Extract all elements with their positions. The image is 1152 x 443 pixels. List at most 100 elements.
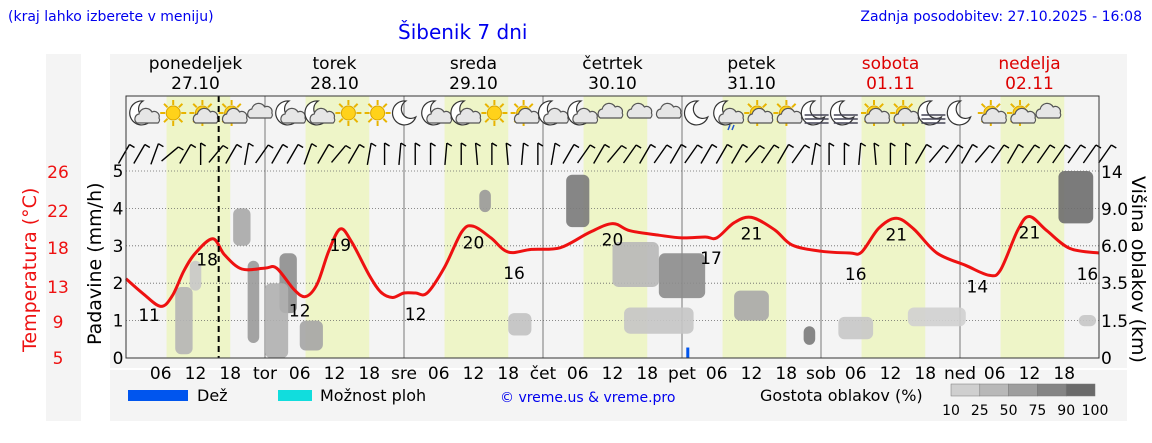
- sun-cloud-icon: [773, 100, 803, 126]
- moon-drizzle-icon: [713, 100, 745, 131]
- day-name: torek: [313, 54, 357, 74]
- wind-barb-icon: [791, 144, 811, 164]
- wind-barb-icon: [562, 143, 580, 164]
- region-hint[interactable]: (kraj lahko izberete v meniju): [8, 9, 214, 25]
- day-date: 30.10: [588, 74, 637, 94]
- moon-icon: [391, 100, 417, 126]
- hour-tick-label: 18: [1053, 364, 1075, 384]
- day-name: nedelja: [998, 54, 1060, 74]
- wind-barb-icon: [1098, 144, 1117, 164]
- temperature-value-label: 14: [967, 277, 989, 297]
- wind-barb-icon: [225, 143, 243, 164]
- sun-icon: [160, 100, 187, 126]
- cloud-height-tick-label: 9.0: [1101, 200, 1128, 220]
- wind-barb-icon: [990, 144, 1010, 164]
- temperature-tick-label: 9: [53, 313, 64, 333]
- wind-barb-icon: [760, 144, 780, 164]
- wind-barb-icon: [828, 142, 835, 165]
- hour-tick-label: čet: [530, 364, 557, 384]
- cloud-cell: [838, 316, 874, 340]
- left-axis-panel: [46, 54, 81, 421]
- precip-tick-label: 3: [113, 237, 124, 257]
- wind-barb-icon: [460, 142, 467, 165]
- wind-barb-icon: [444, 142, 453, 166]
- sun-cloud-icon: [1007, 100, 1037, 126]
- hour-tick-label: 18: [914, 364, 936, 384]
- legend-shower-label: Možnost ploh: [320, 386, 426, 405]
- hour-tick-label: 06: [567, 364, 589, 384]
- temperature-value-label: 20: [602, 231, 624, 251]
- precip-axis-title: Padavine (mm/h): [84, 182, 106, 345]
- wind-barb-icon: [286, 143, 304, 164]
- hour-tick-label: 06: [845, 364, 867, 384]
- moon-fog-icon: [800, 100, 829, 126]
- cloud-height-tick-label: 3.5: [1101, 274, 1128, 294]
- wind-barb-icon: [944, 144, 964, 164]
- day-name: sobota: [862, 54, 920, 74]
- credit-link[interactable]: © vreme.us & vreme.pro: [500, 390, 675, 406]
- temperature-line: [125, 214, 1100, 308]
- legend-rain-label: Dež: [197, 386, 228, 405]
- day-date: 27.10: [171, 74, 220, 94]
- hour-tick-label: 12: [463, 364, 485, 384]
- temperature-value-label: 21: [741, 224, 763, 244]
- precip-tick-label: 1: [113, 312, 124, 332]
- hour-tick-label: 18: [358, 364, 380, 384]
- cloud-height-tick-label: 6.0: [1101, 237, 1128, 257]
- temperature-axis-title: Temperatura (°C): [19, 188, 41, 353]
- moon-icon: [946, 100, 972, 126]
- sun-icon: [364, 100, 391, 126]
- density-step-label: 90: [1057, 403, 1075, 419]
- wind-barb-icon: [1036, 144, 1056, 164]
- moon-cloud-icon: [537, 100, 569, 126]
- day-date: 28.10: [310, 74, 359, 94]
- rain-bars: [686, 347, 690, 358]
- day-date: 31.10: [727, 74, 776, 94]
- sun-icon: [481, 100, 508, 126]
- wind-barb-icon: [414, 142, 421, 165]
- wind-barb-icon: [684, 144, 703, 164]
- cloud-height-axis-title: Višina oblakov (km): [1127, 176, 1149, 363]
- wind-barb-icon: [244, 142, 254, 165]
- wind-barb-icon: [715, 143, 733, 164]
- wind-barb-icon: [606, 144, 627, 163]
- wind-barb-icon: [622, 144, 642, 164]
- wind-barb-icon: [520, 142, 529, 166]
- moon-icon: [683, 100, 709, 126]
- last-update: Zadnja posodobitev: 27.10.2025 - 16:08: [860, 9, 1142, 25]
- wind-barb-icon: [474, 142, 481, 166]
- wind-barb-icon: [777, 143, 794, 164]
- hour-tick-label: 18: [219, 364, 241, 384]
- cloud-cell: [1078, 314, 1097, 327]
- sun-cloud-icon: [890, 100, 920, 126]
- cloud-cell: [566, 174, 590, 228]
- precip-tick-label: 4: [113, 199, 124, 219]
- day-name: četrtek: [582, 54, 643, 74]
- cloud-cell: [734, 290, 769, 321]
- cloud-cell: [1058, 171, 1094, 224]
- temperature-tick-label: 22: [47, 202, 69, 222]
- precip-tick-label: 5: [113, 162, 124, 182]
- hour-tick-label: sre: [391, 364, 417, 384]
- wind-barb-icon: [133, 143, 151, 164]
- temperature-tick-label: 5: [53, 349, 64, 369]
- wind-barb-icon: [974, 144, 995, 163]
- density-step-label: 100: [1082, 403, 1109, 419]
- wind-barb-icon: [537, 142, 544, 165]
- moon-fog-icon: [829, 100, 858, 126]
- legend-rain-swatch: [128, 390, 188, 401]
- temperature-tick-label: 26: [47, 163, 69, 183]
- day-date: 02.11: [1005, 74, 1054, 94]
- cloud-icon: [655, 102, 682, 119]
- cloud-height-tick-label: 14: [1101, 163, 1123, 183]
- hour-tick-label: sob: [806, 364, 836, 384]
- density-swatch: [950, 383, 981, 397]
- precip-tick-label: 0: [113, 349, 124, 369]
- wind-barb-icon: [429, 142, 436, 165]
- wind-barb-icon: [179, 143, 197, 164]
- temperature-value-label: 11: [138, 306, 160, 326]
- wind-barb-icon: [669, 143, 687, 164]
- wind-barb-icon: [150, 143, 164, 165]
- hour-tick-label: 12: [602, 364, 624, 384]
- wind-barb-icon: [1021, 144, 1041, 164]
